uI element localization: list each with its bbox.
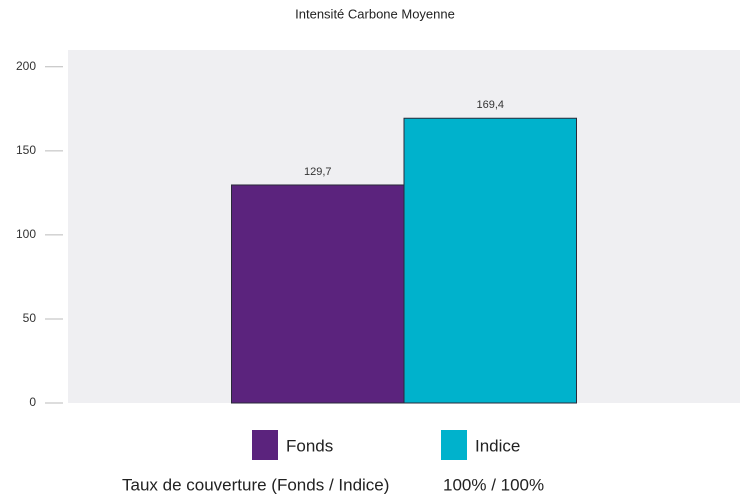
chart-title: Intensité Carbone Moyenne [295, 6, 455, 21]
legend-label: Fonds [286, 436, 333, 455]
legend-swatch [441, 430, 467, 460]
value-label: 169,4 [476, 99, 504, 111]
y-tick-label: 200 [16, 59, 36, 73]
y-tick-label: 50 [23, 311, 37, 325]
coverage-value: 100% / 100% [443, 475, 544, 494]
legend-label: Indice [475, 436, 520, 455]
bar [403, 117, 577, 404]
y-tick-label: 0 [29, 395, 36, 409]
bar [231, 184, 405, 404]
y-tick-label: 150 [16, 143, 36, 157]
legend-swatch [252, 430, 278, 460]
coverage-label: Taux de couverture (Fonds / Indice) [122, 475, 389, 494]
value-label: 129,7 [304, 166, 332, 178]
y-tick-label: 100 [16, 227, 36, 241]
